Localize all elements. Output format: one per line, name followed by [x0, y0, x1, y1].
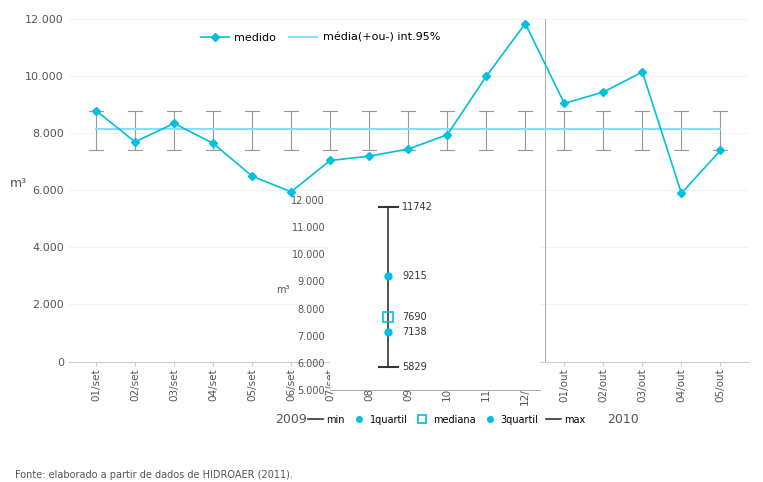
Text: 2009: 2009: [275, 413, 307, 426]
Text: 11742: 11742: [402, 202, 433, 212]
Y-axis label: m³: m³: [10, 177, 27, 190]
Text: 5829: 5829: [402, 362, 427, 373]
Text: Fonte: elaborado a partir de dados de HIDROAER (2011).: Fonte: elaborado a partir de dados de HI…: [15, 469, 293, 480]
Text: 2010: 2010: [607, 413, 639, 426]
Y-axis label: m³: m³: [276, 285, 290, 295]
Legend: min, 1quartil, mediana, 3quartil, max: min, 1quartil, mediana, 3quartil, max: [304, 411, 589, 428]
Text: 7690: 7690: [402, 312, 427, 322]
Text: 9215: 9215: [402, 270, 427, 281]
Legend: medido, média(+ou-) int.95%: medido, média(+ou-) int.95%: [196, 28, 445, 47]
Text: 7138: 7138: [402, 327, 427, 337]
